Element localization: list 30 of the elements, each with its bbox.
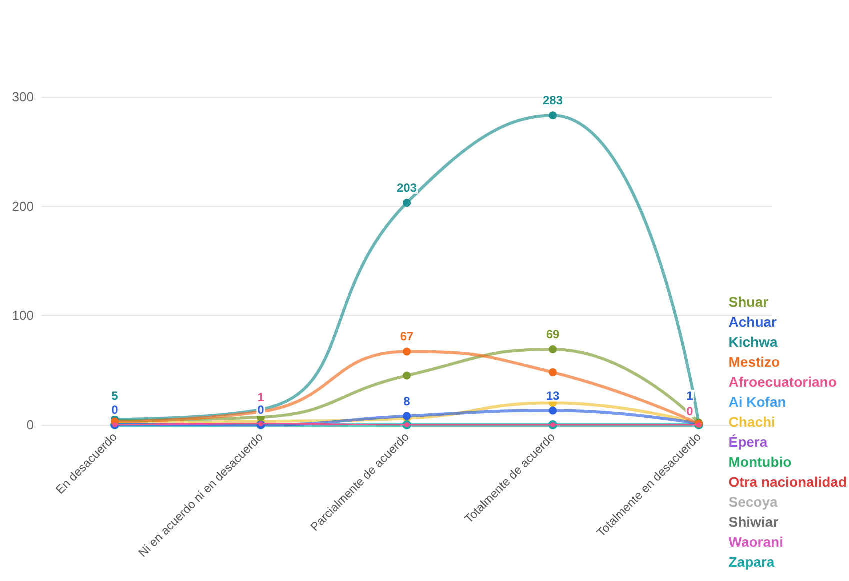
legend-label: Waorani [728, 534, 784, 550]
data-label: 13 [546, 388, 560, 403]
data-label: 283 [542, 94, 564, 108]
y-tick-label: 0 [26, 418, 34, 432]
legend-label: Montubio [728, 454, 792, 470]
legend-label: Shiwiar [728, 514, 780, 530]
data-label: 0 [686, 404, 694, 418]
y-tick-label: 200 [12, 198, 34, 214]
data-label: 69 [546, 328, 560, 342]
text: Shuar [728, 294, 769, 310]
data-label: 5 [112, 389, 119, 403]
text: Afroecuatoriano [728, 374, 837, 390]
text: Achuar [728, 314, 778, 330]
data-label: 1 [686, 389, 694, 403]
legend-label: Épera [728, 434, 768, 450]
text: Mestizo [728, 354, 780, 370]
legend-label: Secoya [728, 494, 778, 510]
y-tick-label: 300 [12, 90, 34, 104]
data-label: 67 [400, 330, 414, 344]
text: Kichwa [728, 334, 778, 350]
legend-label: Otra nacionalidad [728, 474, 847, 490]
data-label: 0 [112, 403, 119, 417]
data-label: 0 [258, 403, 265, 417]
data-label: 203 [396, 181, 418, 196]
data-label: 8 [404, 394, 411, 408]
y-tick-label: 100 [12, 308, 34, 324]
data-label: 1 [258, 390, 265, 404]
text: Zapara [728, 554, 775, 570]
legend-label: Ai Kofan [728, 394, 786, 410]
series-label: Chachi [728, 414, 776, 430]
